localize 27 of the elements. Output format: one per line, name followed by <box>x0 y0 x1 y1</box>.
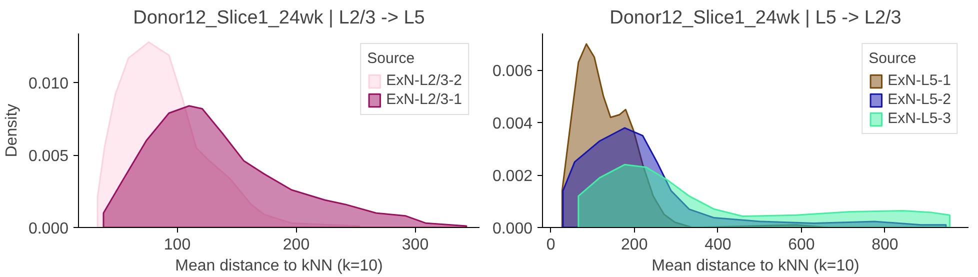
legend-label: ExN-L2/3-1 <box>386 91 462 108</box>
x-tick-label: 200 <box>282 236 310 254</box>
chart-title: Donor12_Slice1_24wk | L5 -> L2/3 <box>610 8 902 28</box>
y-tick-label: 0.004 <box>492 116 533 133</box>
y-tick-label: 0.000 <box>28 220 69 238</box>
y-tick-label: 0.006 <box>492 63 533 80</box>
legend-title: Source <box>868 50 918 67</box>
x-tick-label: 100 <box>164 236 191 254</box>
legend-label: ExN-L5-1 <box>888 72 951 89</box>
y-tick-label: 0.002 <box>492 168 533 186</box>
legend-label: ExN-L5-2 <box>888 91 951 108</box>
x-tick-label: 300 <box>402 236 429 254</box>
x-axis-title: Mean distance to kNN (k=10) <box>175 258 383 274</box>
legend-label: ExN-L5-3 <box>888 110 951 127</box>
y-tick-label: 0.000 <box>492 220 533 238</box>
y-tick-label: 0.010 <box>28 76 69 93</box>
x-tick-label: 800 <box>872 236 898 254</box>
legend-title: Source <box>367 50 416 67</box>
y-axis-title: Density <box>3 104 20 158</box>
chart-title: Donor12_Slice1_24wk | L2/3 -> L5 <box>133 8 425 28</box>
x-tick-label: 600 <box>788 236 815 254</box>
legend-label: ExN-L2/3-2 <box>386 72 462 89</box>
y-tick-label: 0.005 <box>28 148 69 166</box>
x-tick-label: 0 <box>546 236 556 254</box>
x-axis-title: Mean distance to kNN (k=10) <box>652 258 860 274</box>
x-tick-label: 200 <box>621 236 648 254</box>
x-tick-label: 400 <box>704 236 732 254</box>
